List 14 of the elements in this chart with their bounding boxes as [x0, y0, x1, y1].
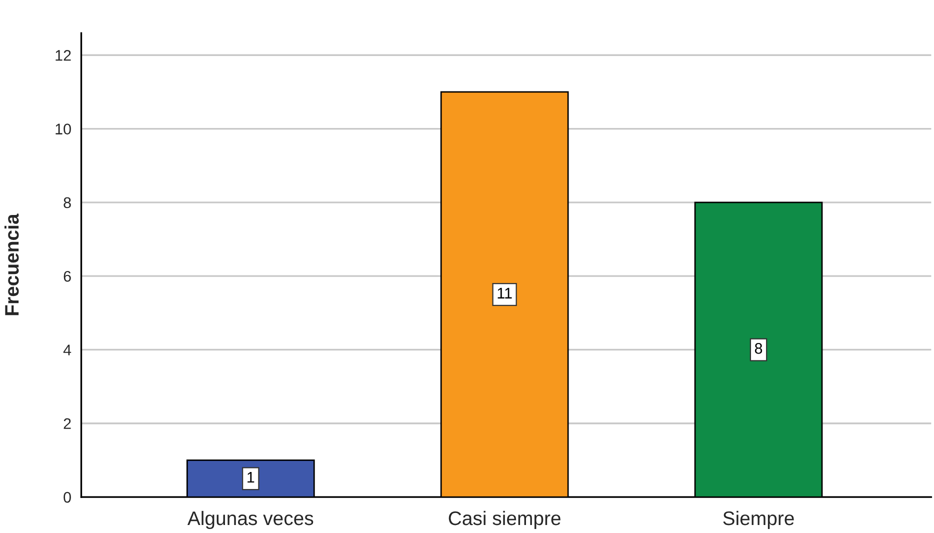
y-tick-label: 10 [56, 124, 71, 134]
x-tick-label: Siempre [723, 510, 794, 530]
data-label: 1 [248, 472, 254, 483]
y-tick-label: 12 [56, 50, 71, 61]
x-tick-label: Casi siempre [448, 510, 560, 530]
data-label: 8 [754, 343, 762, 354]
x-tick-label: Algunas veces [187, 510, 314, 530]
y-axis-title: Frecuencia [4, 214, 19, 316]
y-tick-label: 0 [64, 492, 71, 503]
data-label: 11 [498, 288, 512, 298]
y-tick-label: 4 [63, 344, 72, 356]
y-tick-label: 8 [64, 197, 71, 208]
y-tick-label: 2 [64, 418, 71, 429]
y-tick-label: 6 [64, 270, 71, 282]
